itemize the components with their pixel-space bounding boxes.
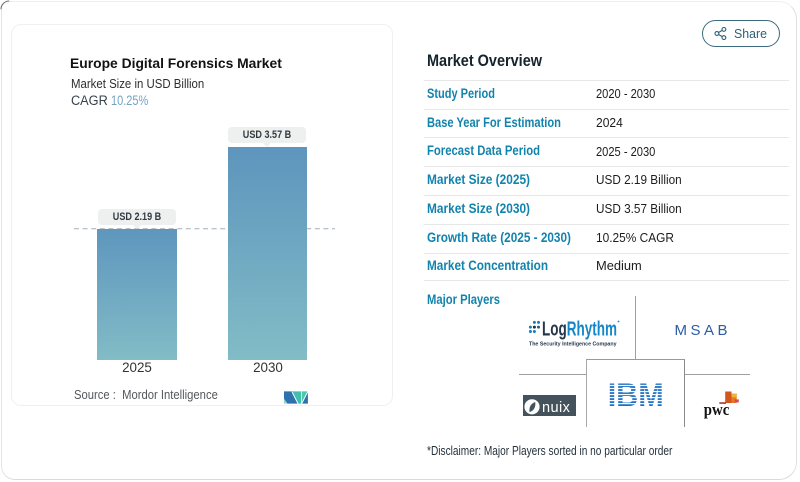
- svg-text:pwc: pwc: [704, 400, 730, 419]
- svg-text:LogRhythm: LogRhythm: [542, 318, 617, 340]
- svg-text:The Security Intelligence Comp: The Security Intelligence Company: [529, 342, 617, 348]
- svg-text:IBM: IBM: [608, 382, 663, 408]
